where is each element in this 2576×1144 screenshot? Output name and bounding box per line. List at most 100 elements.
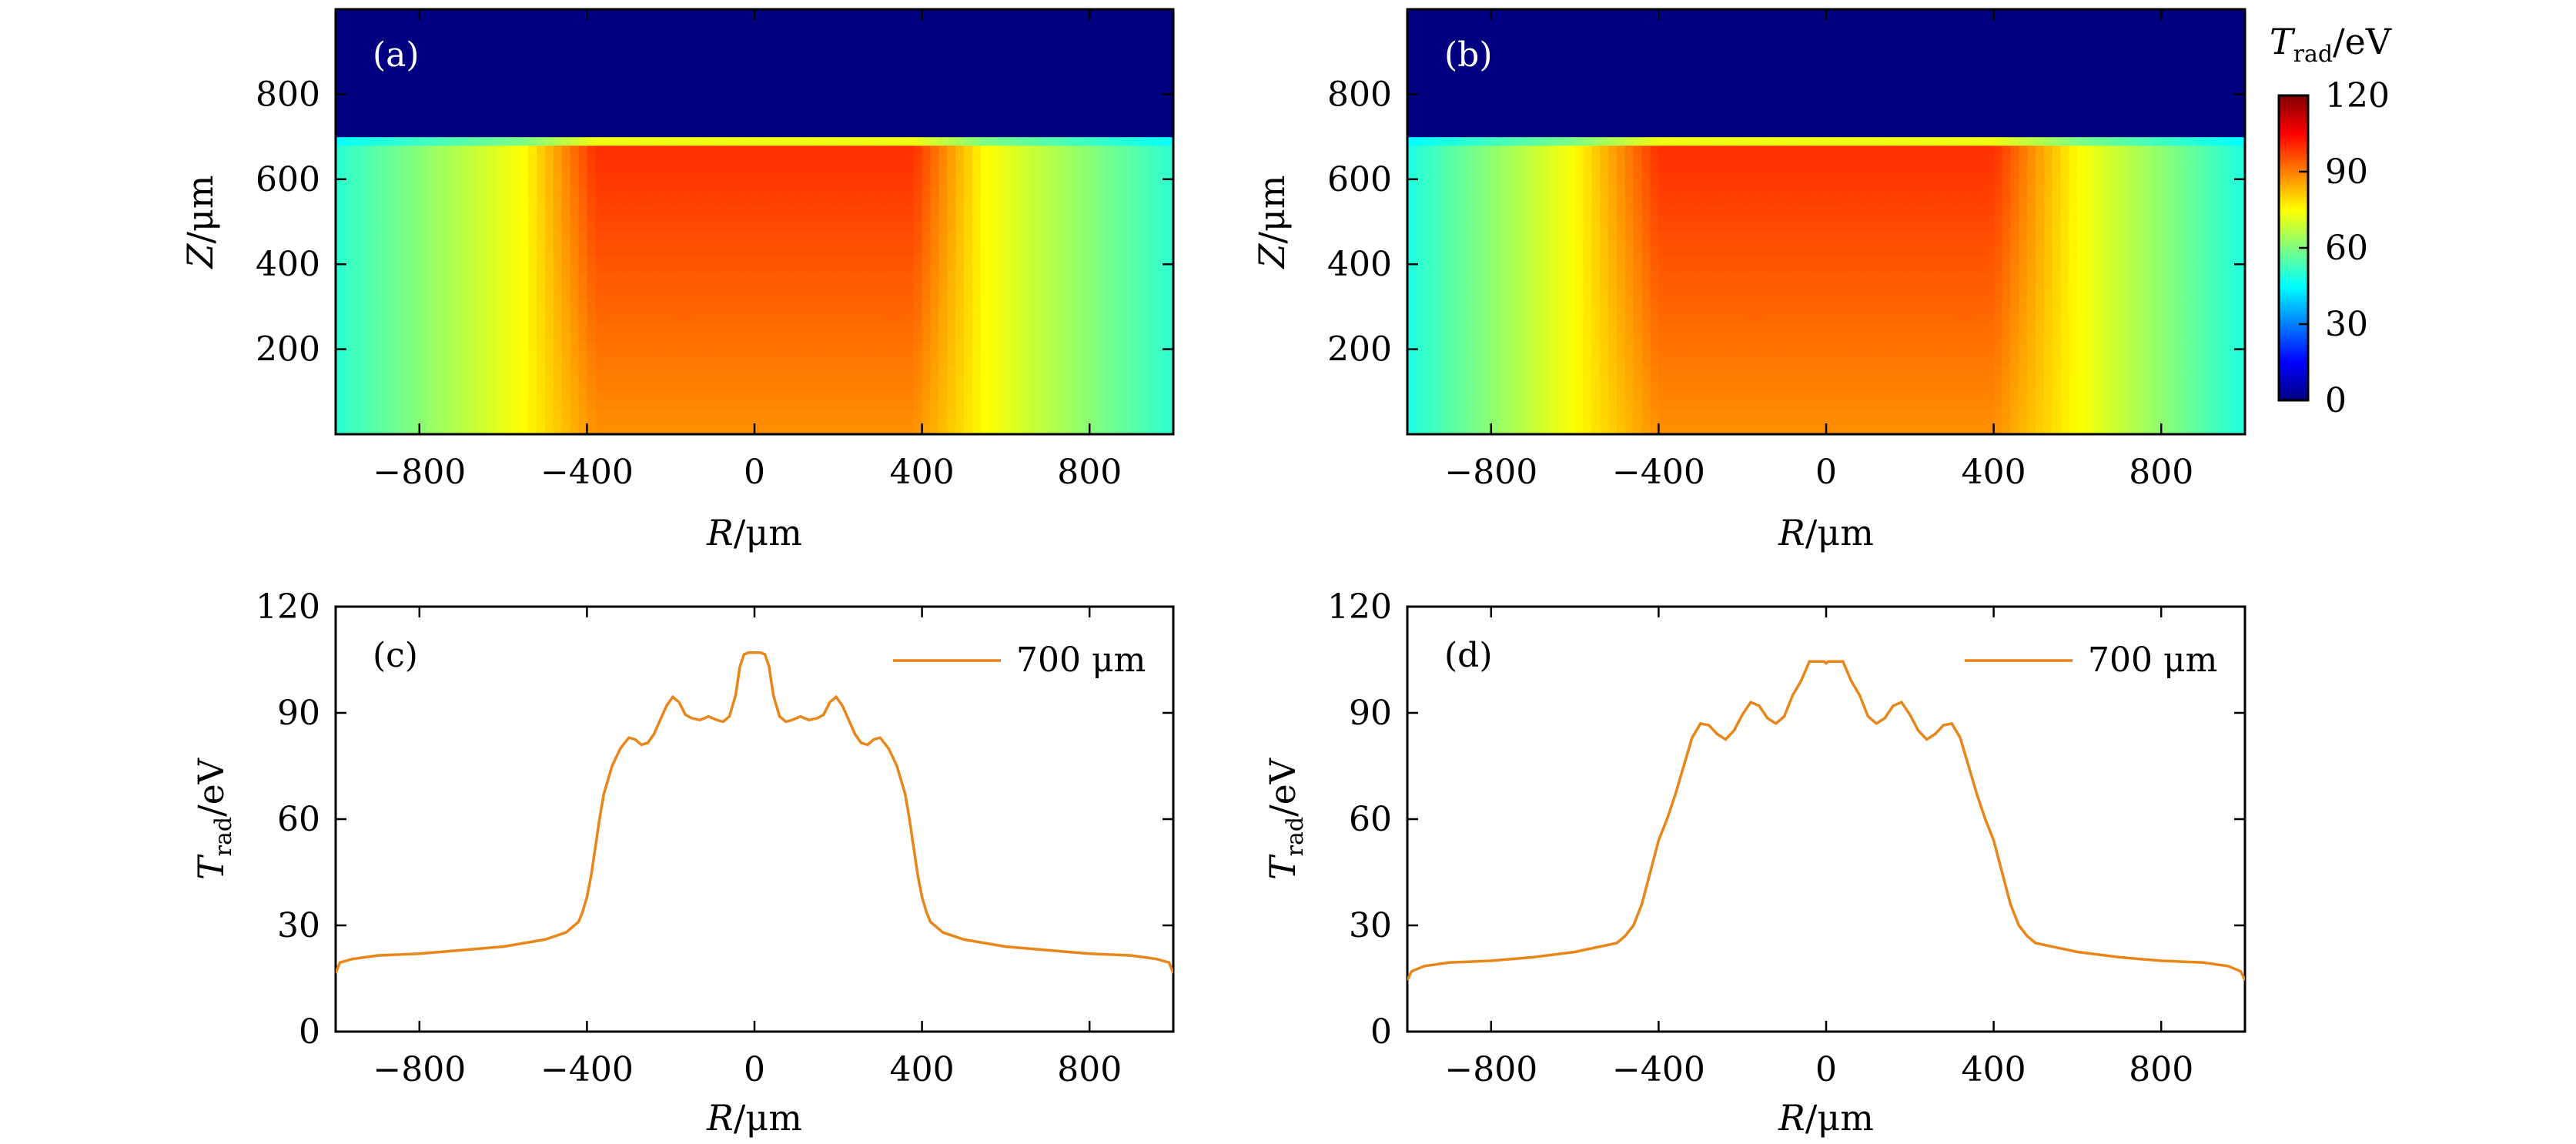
heatmap-cell <box>813 383 822 393</box>
heatmap-cell <box>762 43 772 52</box>
heatmap-cell <box>1156 239 1166 248</box>
heatmap-cell <box>394 289 403 299</box>
heatmap-cell <box>1031 212 1040 222</box>
heatmap-cell <box>336 212 345 222</box>
heatmap-cell <box>578 315 587 325</box>
heatmap-cell <box>1089 340 1099 350</box>
heatmap-cell <box>855 18 865 27</box>
heatmap-cell <box>1156 187 1166 197</box>
heatmap-cell <box>486 153 496 163</box>
heatmap-cell <box>671 128 680 138</box>
heatmap-cell <box>511 85 520 95</box>
heatmap-cell <box>612 102 621 112</box>
heatmap-cell <box>729 340 738 350</box>
heatmap-cell <box>394 102 403 112</box>
heatmap-cell <box>1064 52 1074 61</box>
heatmap-cell <box>972 212 982 222</box>
heatmap-cell <box>989 247 999 256</box>
heatmap-cell <box>1047 408 1057 418</box>
heatmap-cell <box>604 212 613 222</box>
heatmap-cell <box>1139 85 1149 95</box>
heatmap-cell <box>628 52 638 61</box>
heatmap-cell <box>386 204 395 214</box>
heatmap-cell <box>336 222 345 231</box>
heatmap-cell <box>612 306 621 316</box>
heatmap-cell <box>1122 391 1132 401</box>
heatmap-cell <box>813 179 822 189</box>
heatmap-cell <box>1131 52 1141 61</box>
heatmap-cell <box>612 239 621 248</box>
heatmap-cell <box>343 391 353 401</box>
heatmap-cell <box>369 77 378 86</box>
heatmap-cell <box>838 222 848 231</box>
heatmap-cell <box>989 349 999 359</box>
heatmap-cell <box>938 170 948 180</box>
heatmap-cell <box>964 18 973 27</box>
heatmap-cell <box>553 136 563 146</box>
heatmap-cell <box>470 94 479 104</box>
heatmap-cell <box>938 69 948 78</box>
heatmap-cell <box>444 357 453 367</box>
heatmap-cell <box>360 9 370 18</box>
heatmap-cell <box>386 408 395 418</box>
heatmap-cell <box>980 400 990 410</box>
heatmap-cell <box>528 357 537 367</box>
heatmap-cell <box>360 281 370 290</box>
heatmap-cell <box>1156 196 1166 206</box>
heatmap-cell <box>771 52 781 61</box>
heatmap-cell <box>1114 230 1124 239</box>
heatmap-cell <box>972 222 982 231</box>
heatmap-cell <box>394 9 403 18</box>
heatmap-cell <box>453 18 462 27</box>
heatmap-cell <box>477 35 487 44</box>
heatmap-cell <box>595 256 604 265</box>
heatmap-cell <box>913 400 923 410</box>
heatmap-cell <box>989 340 999 350</box>
heatmap-cell <box>453 60 462 69</box>
heatmap-cell <box>503 85 513 95</box>
heatmap-cell <box>1005 332 1015 342</box>
heatmap-cell <box>461 239 470 248</box>
heatmap-cell <box>403 119 412 129</box>
heatmap-cell <box>537 239 546 248</box>
heatmap-cell <box>871 247 881 256</box>
heatmap-cell <box>511 357 520 367</box>
heatmap-cell <box>888 349 898 359</box>
heatmap-cell <box>938 52 948 61</box>
heatmap-cell <box>762 349 772 359</box>
heatmap-cell <box>1031 383 1040 393</box>
heatmap-cell <box>821 35 831 44</box>
heatmap-cell <box>679 239 688 248</box>
heatmap-cell <box>570 94 580 104</box>
heatmap-cell <box>880 212 889 222</box>
heatmap-cell <box>913 77 923 86</box>
heatmap-cell <box>427 230 437 239</box>
heatmap-cell <box>470 281 479 290</box>
heatmap-cell <box>738 119 747 129</box>
heatmap-cell <box>403 323 412 333</box>
heatmap-cell <box>343 416 353 426</box>
heatmap-cell <box>997 52 1006 61</box>
heatmap-cell <box>712 187 722 197</box>
heatmap-cell <box>738 247 747 256</box>
heatmap-cell <box>494 256 504 265</box>
heatmap-cell <box>838 416 848 426</box>
heatmap-cell <box>561 340 571 350</box>
heatmap-cell <box>1031 26 1040 35</box>
heatmap-cell <box>486 170 496 180</box>
heatmap-cell <box>762 332 772 342</box>
heatmap-cell <box>888 408 898 418</box>
heatmap-cell <box>695 196 705 206</box>
heatmap-cell <box>1139 332 1149 342</box>
heatmap-cell <box>419 60 429 69</box>
heatmap-cell <box>1089 94 1099 104</box>
heatmap-cell <box>1114 102 1124 112</box>
heatmap-cell <box>829 256 839 265</box>
heatmap-cell <box>470 162 479 172</box>
heatmap-cell <box>410 306 420 316</box>
heatmap-cell <box>964 230 973 239</box>
heatmap-cell <box>604 366 613 376</box>
heatmap-cell <box>470 26 479 35</box>
heatmap-cell <box>1131 119 1141 129</box>
heatmap-cell <box>805 52 814 61</box>
